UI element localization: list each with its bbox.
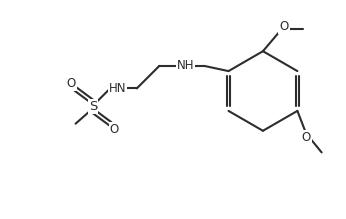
Text: S: S [89,100,97,113]
Text: HN: HN [109,82,127,95]
Text: O: O [67,77,76,90]
Text: O: O [301,131,311,144]
Text: NH: NH [176,59,194,72]
Text: O: O [280,20,289,33]
Text: O: O [110,123,119,136]
